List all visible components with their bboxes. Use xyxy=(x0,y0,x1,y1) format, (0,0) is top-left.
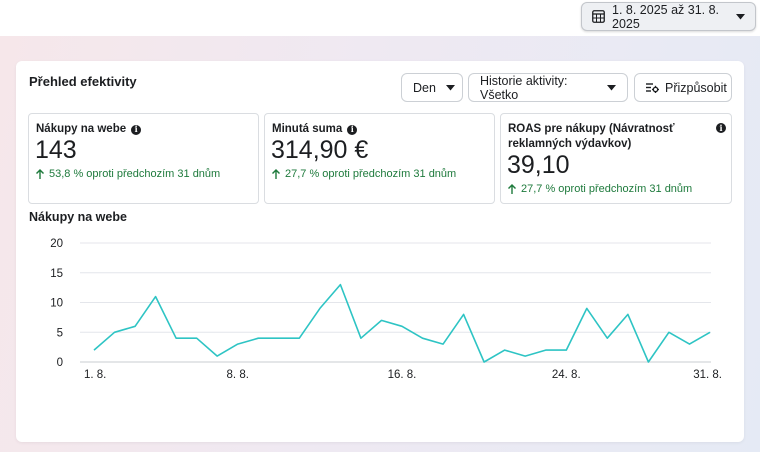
top-bar: 1. 8. 2025 až 31. 8. 2025 xyxy=(0,0,760,36)
metric-value: 39,10 xyxy=(507,151,570,179)
metric-title: ROAS pre nákupy (Návratnosť reklamných v… xyxy=(508,122,698,152)
metric-card-spend[interactable]: Minutá suma i 314,90 € 27,7 % oproti pře… xyxy=(264,113,495,204)
x-tick-label: 16. 8. xyxy=(388,369,417,381)
metric-delta: 53,8 % oproti předchozím 31 dnům xyxy=(36,168,220,180)
metric-value: 314,90 € xyxy=(271,136,369,164)
panel-title: Přehled efektivity xyxy=(29,74,137,89)
y-tick-label: 5 xyxy=(57,327,63,339)
metric-card-purchases[interactable]: Nákupy na webe i 143 53,8 % oproti předc… xyxy=(28,113,259,204)
metric-title: Minutá suma i xyxy=(272,122,358,137)
info-icon[interactable]: i xyxy=(131,124,142,135)
metric-delta-text: 27,7 % oproti předchozím 31 dnům xyxy=(285,168,457,180)
customize-button[interactable]: Přizpůsobit xyxy=(634,73,732,102)
info-icon[interactable]: i xyxy=(716,123,726,133)
info-icon[interactable]: i xyxy=(347,124,358,135)
metric-value: 143 xyxy=(35,136,77,164)
caret-down-icon xyxy=(607,84,616,91)
x-tick-label: 24. 8. xyxy=(552,369,581,381)
date-range-picker[interactable]: 1. 8. 2025 až 31. 8. 2025 xyxy=(581,2,756,31)
settings-sliders-icon xyxy=(646,82,659,93)
chart-title: Nákupy na webe xyxy=(29,210,127,224)
metric-title-text: Minutá suma xyxy=(272,123,343,135)
activity-history-label: Historie aktivity: Všetko xyxy=(480,73,568,102)
metric-delta: 27,7 % oproti předchozím 31 dnům xyxy=(508,183,692,195)
activity-history-dropdown[interactable]: Historie aktivity: Všetko xyxy=(468,73,628,102)
customize-label: Přizpůsobit xyxy=(665,80,727,95)
x-tick-label: 1. 8. xyxy=(84,369,106,381)
caret-down-icon xyxy=(445,84,455,91)
performance-overview-panel: Přehled efektivity Den Historie aktivity… xyxy=(16,61,744,442)
y-tick-label: 15 xyxy=(50,268,63,280)
arrow-up-icon xyxy=(508,184,516,194)
arrow-up-icon xyxy=(272,169,280,179)
series-line xyxy=(93,283,711,363)
metric-delta: 27,7 % oproti předchozím 31 dnům xyxy=(272,168,456,180)
metric-title-text: ROAS pre nákupy (Návratnosť reklamných v… xyxy=(508,123,675,150)
metric-title: Nákupy na webe i xyxy=(36,122,142,137)
line-chart: 0 5 10 15 20 1. 8. 8. 8. 16. 8. 24. 8. 31. 8. xyxy=(50,238,722,381)
x-tick-label: 31. 8. xyxy=(693,369,722,381)
date-range-label: 1. 8. 2025 až 31. 8. 2025 xyxy=(612,2,720,31)
y-tick-label: 0 xyxy=(57,357,63,369)
x-tick-label: 8. 8. xyxy=(227,369,249,381)
granularity-dropdown[interactable]: Den xyxy=(401,73,463,102)
y-tick-label: 20 xyxy=(50,238,63,250)
metric-title-text: Nákupy na webe xyxy=(36,123,127,135)
y-tick-label: 10 xyxy=(50,298,63,310)
calendar-icon xyxy=(592,10,605,23)
granularity-label: Den xyxy=(413,80,436,95)
metric-card-roas[interactable]: ROAS pre nákupy (Návratnosť reklamných v… xyxy=(500,113,732,204)
arrow-up-icon xyxy=(36,169,44,179)
metric-delta-text: 27,7 % oproti předchozím 31 dnům xyxy=(521,183,693,195)
caret-down-icon xyxy=(736,13,745,20)
metric-delta-text: 53,8 % oproti předchozím 31 dnům xyxy=(49,168,221,180)
